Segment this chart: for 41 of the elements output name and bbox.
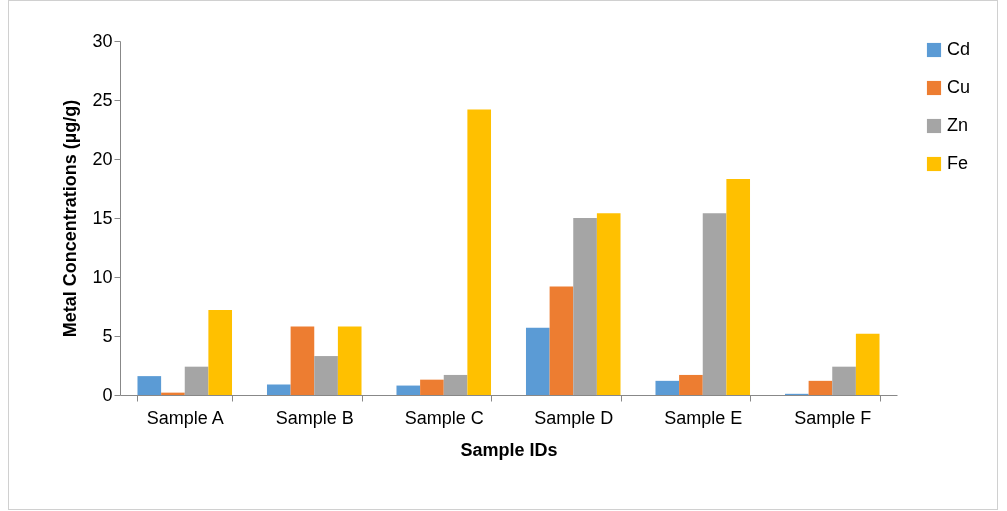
y-tick-label: 0 xyxy=(102,384,113,405)
bar xyxy=(420,379,444,395)
bar xyxy=(726,179,751,395)
bar xyxy=(314,356,338,395)
bar xyxy=(290,326,315,395)
x-tick-label: Sample D xyxy=(534,407,614,428)
bar xyxy=(525,327,550,395)
x-tick-label: Sample B xyxy=(275,407,354,428)
x-tick-label: Sample E xyxy=(664,407,743,428)
bar xyxy=(337,326,362,395)
bar xyxy=(266,384,291,395)
x-axis-title: Sample IDs xyxy=(460,439,558,460)
bar xyxy=(573,218,597,395)
bar xyxy=(702,213,727,395)
bar xyxy=(443,374,468,395)
bar xyxy=(855,333,880,395)
x-tick-label: Sample A xyxy=(146,407,224,428)
y-tick-label: 15 xyxy=(92,207,113,228)
legend-label: Zn xyxy=(947,115,969,135)
y-tick-label: 25 xyxy=(92,89,113,110)
bar xyxy=(549,286,574,395)
bar xyxy=(184,366,209,395)
y-tick-label: 5 xyxy=(102,325,113,346)
y-tick-label: 30 xyxy=(92,30,113,51)
bar xyxy=(208,310,233,395)
legend-label: Cd xyxy=(947,39,971,59)
y-axis-title: Metal Concentrations (µg/g) xyxy=(60,99,81,338)
x-tick-label: Sample F xyxy=(794,407,872,428)
y-tick-label: 20 xyxy=(92,148,113,169)
bar xyxy=(679,374,703,395)
legend-label: Fe xyxy=(947,153,969,173)
y-tick-label: 10 xyxy=(92,266,113,287)
bar xyxy=(596,213,621,395)
bar xyxy=(832,366,856,395)
bar xyxy=(808,380,833,395)
x-tick-label: Sample C xyxy=(404,407,484,428)
bar xyxy=(467,109,492,395)
bar xyxy=(396,385,421,395)
bar xyxy=(655,380,680,395)
bar xyxy=(137,376,162,395)
legend-label: Cu xyxy=(947,77,971,97)
